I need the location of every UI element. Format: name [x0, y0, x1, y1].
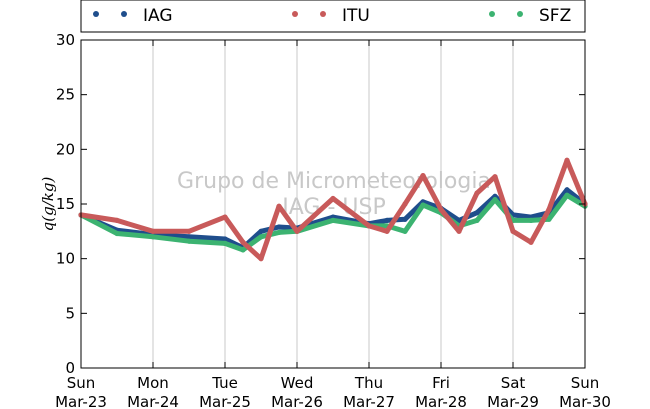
- data-point-itu: [294, 228, 300, 234]
- data-point-iag: [276, 224, 282, 230]
- data-point-iag: [564, 187, 570, 193]
- x-tick-label-day: Mon: [137, 374, 169, 392]
- data-point-sfz: [330, 217, 336, 223]
- data-point-itu: [564, 157, 570, 163]
- data-point-itu: [186, 228, 192, 234]
- data-point-sfz: [276, 229, 282, 236]
- data-point-sfz: [420, 202, 426, 208]
- legend-item-itu: ITU: [292, 6, 370, 26]
- x-tick-label-day: Sat: [501, 374, 526, 392]
- y-axis: 0 5 10 15 20 25 30: [56, 31, 585, 377]
- legend-marker: [517, 11, 523, 17]
- data-point-itu: [114, 217, 120, 223]
- data-point-iag: [222, 236, 228, 242]
- data-point-iag: [456, 217, 462, 223]
- x-axis: SunMar-23MonMar-24TueMar-25WedMar-26ThuM…: [55, 40, 611, 409]
- data-point-itu: [492, 174, 498, 180]
- legend-marker: [489, 11, 495, 17]
- data-point-itu: [420, 172, 426, 179]
- x-tick-label-date: Mar-25: [199, 393, 251, 409]
- data-point-sfz: [222, 240, 228, 246]
- data-point-itu: [402, 201, 408, 207]
- x-tick-label-day: Sun: [67, 374, 96, 392]
- legend-label: IAG: [143, 6, 173, 26]
- x-tick-label-day: Thu: [354, 374, 383, 392]
- data-point-sfz: [492, 197, 498, 203]
- data-point-sfz: [474, 217, 480, 223]
- data-point-itu: [546, 206, 552, 213]
- grid: [152, 40, 514, 368]
- x-tick-label-date: Mar-24: [127, 393, 179, 409]
- data-point-iag: [384, 217, 390, 223]
- legend: IAG ITU SFZ: [80, 0, 586, 33]
- y-tick-label: 25: [56, 86, 75, 104]
- legend-marker: [93, 11, 99, 17]
- data-point-sfz: [186, 238, 192, 244]
- y-tick-label: 15: [56, 195, 75, 213]
- x-tick-label-date: Mar-27: [343, 393, 395, 409]
- x-tick-label-day: Fri: [432, 374, 450, 392]
- data-point-itu: [222, 214, 228, 220]
- y-tick-label: 30: [56, 31, 75, 49]
- data-point-iag: [258, 228, 264, 234]
- data-point-sfz: [546, 216, 552, 222]
- data-point-itu: [438, 206, 444, 213]
- x-tick-label-date: Mar-30: [559, 393, 611, 409]
- y-axis-label: q(g/kg): [39, 177, 57, 232]
- series-layer: [78, 157, 588, 262]
- data-point-itu: [276, 203, 282, 209]
- data-point-sfz: [240, 247, 246, 253]
- data-point-itu: [366, 223, 372, 229]
- data-point-itu: [528, 239, 534, 245]
- legend-label: SFZ: [539, 6, 571, 26]
- data-point-iag: [186, 234, 192, 240]
- data-point-sfz: [150, 234, 156, 240]
- data-point-sfz: [528, 217, 534, 223]
- data-point-itu: [330, 195, 336, 202]
- data-point-iag: [402, 216, 408, 222]
- legend-marker: [292, 11, 298, 17]
- data-point-itu: [150, 228, 156, 234]
- x-tick-label-date: Mar-26: [271, 393, 323, 409]
- data-point-itu: [384, 228, 390, 234]
- legend-box: [80, 0, 586, 33]
- y-tick-label: 10: [56, 250, 75, 268]
- data-point-itu: [240, 239, 246, 245]
- legend-marker: [121, 11, 127, 17]
- legend-label: ITU: [342, 6, 370, 26]
- data-point-itu: [258, 256, 264, 262]
- data-point-itu: [474, 190, 480, 196]
- x-tick-label-date: Mar-29: [487, 393, 539, 409]
- y-tick-label: 5: [65, 304, 75, 322]
- data-point-itu: [456, 228, 462, 234]
- data-point-itu: [510, 228, 516, 234]
- data-point-sfz: [258, 234, 264, 240]
- legend-marker: [320, 11, 326, 17]
- x-tick-label-day: Wed: [281, 374, 314, 392]
- legend-item-iag: IAG: [93, 6, 173, 26]
- data-point-sfz: [114, 230, 120, 237]
- legend-item-sfz: SFZ: [489, 6, 571, 26]
- data-point-sfz: [402, 228, 408, 234]
- watermark-line-1: Grupo de Micrometeorologia: [177, 169, 491, 194]
- data-point-iag: [474, 210, 480, 216]
- data-point-sfz: [564, 192, 570, 198]
- x-tick-label-date: Mar-28: [415, 393, 467, 409]
- x-tick-label-day: Tue: [211, 374, 238, 392]
- y-tick-label: 0: [65, 359, 75, 377]
- x-tick-label-day: Sun: [571, 374, 600, 392]
- y-tick-label: 20: [56, 140, 75, 158]
- x-tick-label-date: Mar-23: [55, 393, 107, 409]
